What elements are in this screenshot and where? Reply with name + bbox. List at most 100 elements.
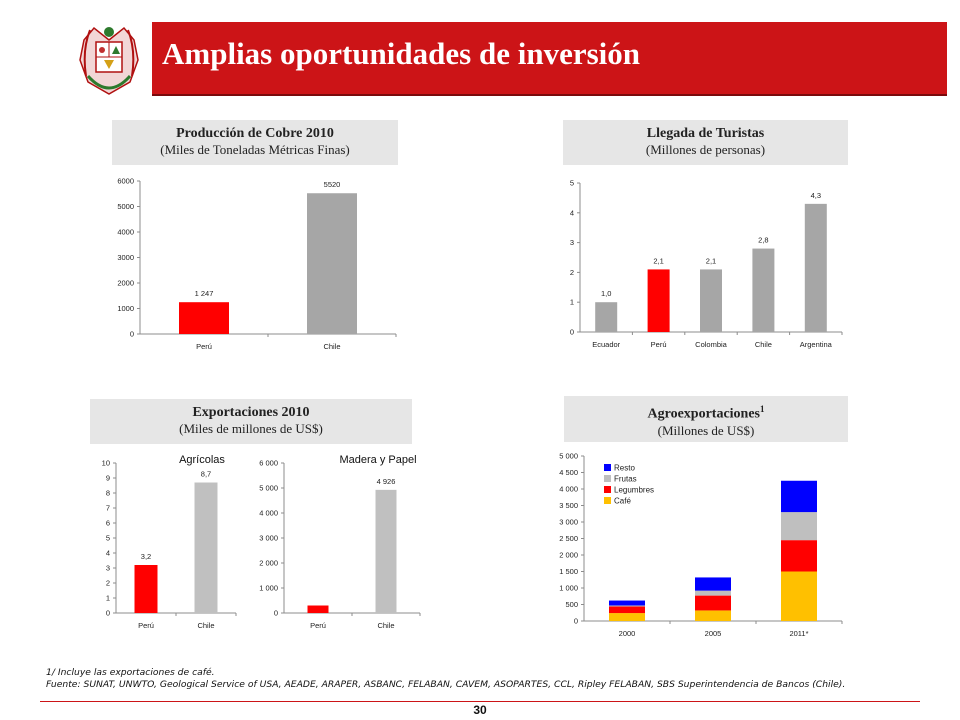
footer-rule: [40, 701, 920, 702]
y-tick-label: 9: [106, 474, 110, 483]
bar-segment-resto: [609, 600, 645, 606]
data-label: 4,3: [811, 191, 821, 200]
y-tick-label: 3 000: [259, 534, 278, 543]
y-tick-label: 4 500: [559, 468, 578, 477]
copper-panel-title: Producción de Cobre 2010 (Miles de Tonel…: [112, 120, 398, 165]
legend-swatch: [604, 486, 611, 493]
data-label: 2,1: [653, 256, 663, 265]
bar-segment-legumbres: [609, 606, 645, 614]
bar-chile: [752, 248, 775, 332]
x-tick-label: Chile: [377, 621, 394, 630]
bar-segment-resto: [695, 577, 731, 591]
y-tick-label: 1 500: [559, 567, 578, 576]
x-tick-label: Argentina: [800, 340, 833, 349]
x-tick-label: Perú: [310, 621, 326, 630]
x-tick-label: Colombia: [695, 340, 728, 349]
bar-per-: [134, 565, 158, 613]
y-tick-label: 2 000: [259, 559, 278, 568]
y-tick-label: 1: [106, 594, 110, 603]
data-label: 1,0: [601, 289, 611, 298]
legend-swatch: [604, 497, 611, 504]
bar-segment-legumbres: [781, 540, 817, 572]
exports-agricolas-title: Agrícolas: [179, 454, 225, 466]
tourists-panel-title: Llegada de Turistas (Millones de persona…: [563, 120, 848, 165]
y-tick-label: 2000: [117, 279, 134, 288]
header-shadow-line: [152, 94, 947, 96]
y-tick-label: 2: [570, 268, 574, 277]
bar-per-: [307, 605, 329, 613]
legend-label: Resto: [614, 464, 635, 473]
bar-chile: [307, 193, 357, 334]
bar-segment-caf-: [609, 613, 645, 621]
y-tick-label: 1000: [117, 304, 134, 313]
agro-title: Agroexportaciones1: [564, 401, 848, 423]
page-number: 30: [473, 703, 487, 717]
agro-title-text: Agroexportaciones: [647, 406, 761, 422]
bar-chile: [194, 482, 218, 613]
x-tick-label: Chile: [197, 621, 214, 630]
bar-segment-caf-: [781, 571, 817, 621]
exports-subtitle: (Miles de millones de US$): [179, 421, 323, 436]
bar-segment-frutas: [695, 590, 731, 596]
y-tick-label: 7: [106, 504, 110, 513]
footnote: 1/ Incluye las exportaciones de café. Fu…: [46, 667, 845, 691]
y-tick-label: 4: [570, 208, 574, 217]
x-tick-label: Chile: [323, 342, 340, 351]
y-tick-label: 6000: [117, 177, 134, 186]
agro-panel-title: Agroexportaciones1 (Millones de US$): [564, 396, 848, 442]
y-tick-label: 5 000: [259, 484, 278, 493]
tourists-title: Llegada de Turistas: [646, 126, 765, 141]
y-tick-label: 2: [106, 579, 110, 588]
header-band: [152, 22, 947, 94]
data-label: 8,7: [201, 470, 211, 479]
legend-swatch: [604, 464, 611, 471]
y-tick-label: 0: [106, 609, 110, 618]
y-tick-label: 4 000: [259, 509, 278, 518]
legend-label: Frutas: [614, 475, 637, 484]
y-tick-label: 2 000: [559, 551, 578, 560]
bar-per-: [179, 302, 229, 334]
x-tick-label: Chile: [755, 340, 772, 349]
y-tick-label: 3 000: [559, 518, 578, 527]
data-label: 2,1: [706, 256, 716, 265]
bar-segment-frutas: [781, 512, 817, 541]
bar-ecuador: [595, 302, 618, 332]
y-tick-label: 1 000: [559, 584, 578, 593]
bar-segment-caf-: [695, 610, 731, 621]
copper-subtitle: (Miles de Toneladas Métricas Finas): [160, 142, 350, 157]
bar-per-: [647, 269, 670, 332]
data-label: 2,8: [758, 236, 768, 245]
exports-panel-title: Exportaciones 2010 (Miles de millones de…: [90, 399, 412, 444]
bar-segment-frutas: [609, 605, 645, 607]
y-tick-label: 2 500: [559, 534, 578, 543]
exports-title: Exportaciones 2010: [192, 405, 310, 420]
x-tick-label: Perú: [196, 342, 212, 351]
y-tick-label: 0: [130, 330, 134, 339]
y-tick-label: 5: [570, 179, 574, 188]
tourist-arrivals-chart: 0 1 2 3 4 5 1,0 Ecuador 2,1 Perú 2,1 Colombia 2,8 Chi…: [570, 179, 843, 349]
y-tick-label: 6: [106, 519, 110, 528]
y-tick-label: 6 000: [259, 459, 278, 468]
y-tick-label: 500: [565, 600, 578, 609]
legend-swatch: [604, 475, 611, 482]
y-tick-label: 3 500: [559, 501, 578, 510]
y-tick-label: 3: [106, 564, 110, 573]
x-tick-label: Ecuador: [592, 340, 620, 349]
copper-production-chart: 0 1000 2000 3000 4000 5000 6000 1 247 Perú 5520 Ch…: [117, 177, 397, 351]
y-tick-label: 0: [574, 617, 578, 626]
y-tick-label: 4000: [117, 228, 134, 237]
y-tick-label: 3: [570, 238, 574, 247]
y-tick-label: 1: [570, 298, 574, 307]
page-title: Amplias oportunidades de inversión: [162, 36, 641, 71]
y-tick-label: 4: [106, 549, 110, 558]
x-tick-label: 2000: [619, 629, 636, 638]
x-tick-label: 2005: [705, 629, 722, 638]
y-tick-label: 0: [274, 609, 278, 618]
bar-colombia: [700, 269, 722, 332]
tourists-subtitle: (Millones de personas): [645, 142, 766, 157]
bar-argentina: [804, 203, 827, 332]
legend-label: Legumbres: [614, 486, 654, 495]
y-tick-label: 8: [106, 489, 110, 498]
y-tick-label: 1 000: [259, 584, 278, 593]
x-tick-label: Perú: [138, 621, 154, 630]
